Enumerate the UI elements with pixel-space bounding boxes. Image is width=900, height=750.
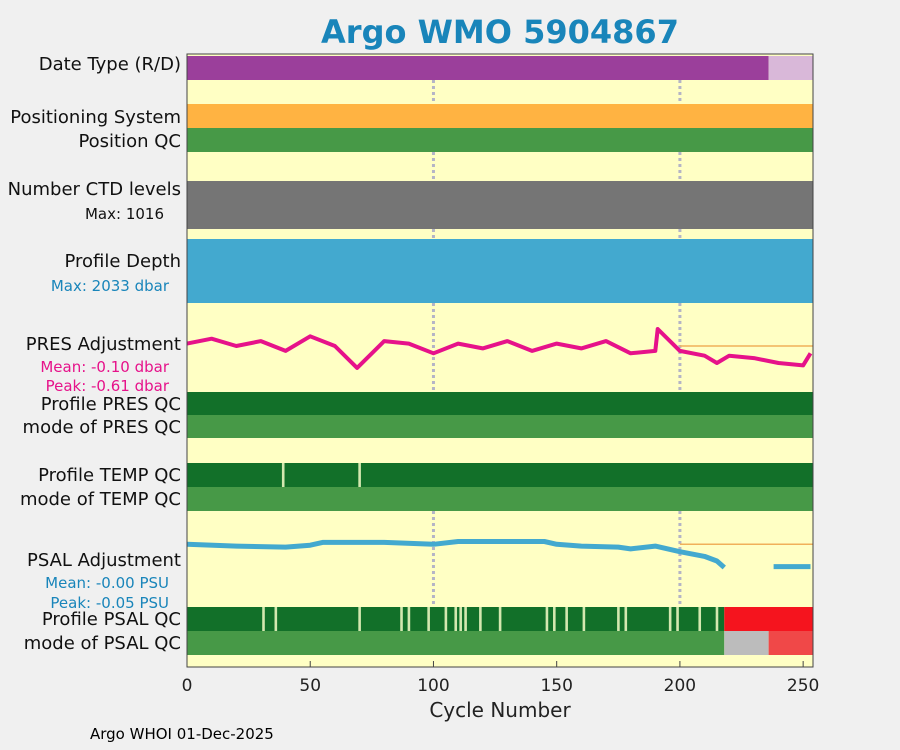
label-pres-adjustment: PRES Adjustment	[26, 334, 181, 355]
x-tick-label-5: 250	[787, 676, 819, 696]
pres-adjustment-series	[186, 327, 813, 370]
label-profile-temp-qc: Profile TEMP QC	[38, 465, 181, 486]
adjustment-lines-layer	[186, 327, 813, 570]
date_type-segment-1	[768, 56, 813, 80]
profile_psal_qc-gap-8	[459, 607, 462, 631]
label-mode-temp-qc: mode of TEMP QC	[20, 489, 181, 510]
psal-adjustment-peak: Peak: -0.05 PSU	[50, 594, 169, 612]
profile_psal_qc-segment-1	[724, 607, 813, 631]
band-layer	[187, 56, 813, 655]
profile_psal_qc-gap-3	[400, 607, 403, 631]
psal-adjustment-mean: Mean: -0.00 PSU	[45, 574, 169, 592]
pres-adjustment-mean: Mean: -0.10 dbar	[40, 358, 170, 376]
label-profile-pres-qc: Profile PRES QC	[41, 394, 181, 415]
mode_psal_qc-segment-0	[187, 631, 725, 655]
ctd-levels-band	[187, 181, 813, 229]
profile-depth-band	[187, 239, 813, 303]
profile_psal_qc-gap-10	[479, 607, 482, 631]
profile_psal_qc-gap-9	[464, 607, 467, 631]
date_type-segment-0	[187, 56, 769, 80]
profile_psal_qc-gap-7	[454, 607, 458, 631]
profile_temp_qc-segment-0	[187, 463, 813, 487]
plot-background	[187, 54, 813, 667]
profile_psal_qc-gap-18	[668, 607, 672, 631]
profile_temp_qc-gap-1	[358, 463, 361, 487]
label-psal-adjustment: PSAL Adjustment	[27, 550, 181, 571]
profile_psal_qc-gap-6	[444, 607, 448, 631]
profile_temp_qc-gap-0	[281, 463, 285, 487]
profile_psal_qc-gap-1	[274, 607, 278, 631]
row-labels: Date Type (R/D) Positioning System Posit…	[8, 54, 181, 654]
label-mode-pres-qc: mode of PRES QC	[23, 417, 181, 438]
profile_psal_qc-gap-14	[565, 607, 568, 631]
mode_pres_qc-segment-0	[187, 415, 813, 438]
mode_psal_qc-segment-2	[768, 631, 813, 655]
label-profile-depth: Profile Depth	[64, 251, 181, 272]
profile_psal_qc-gap-15	[582, 607, 586, 631]
label-date-type: Date Type (R/D)	[39, 54, 181, 75]
profile_psal_qc-gap-11	[498, 607, 502, 631]
positioning_system-segment-0	[187, 104, 813, 128]
label-mode-psal-qc: mode of PSAL QC	[24, 633, 181, 654]
profile_psal_qc-gap-20	[698, 607, 702, 631]
profile_psal_qc-gap-5	[427, 607, 430, 631]
label-profile-psal-qc: Profile PSAL QC	[42, 609, 181, 630]
label-position-qc: Position QC	[78, 131, 181, 152]
profile_psal_qc-gap-17	[624, 607, 628, 631]
chart-title: Argo WMO 5904867	[321, 13, 679, 51]
profile_psal_qc-gap-19	[676, 607, 679, 631]
label-positioning-system: Positioning System	[10, 107, 181, 128]
profile-depth-max: Max: 2033 dbar	[51, 277, 170, 295]
x-axis-label: Cycle Number	[429, 698, 571, 722]
ctd-levels-max: Max: 1016	[85, 205, 164, 223]
pres-adjustment-peak: Peak: -0.61 dbar	[46, 377, 170, 395]
grid-layer	[431, 80, 682, 607]
profile_psal_qc-gap-2	[358, 607, 361, 631]
psal-adjustment-series	[186, 539, 726, 570]
x-axis: 0 50 100 150 200 250	[182, 661, 819, 696]
profile_psal_qc-gap-13	[553, 607, 556, 631]
profile_psal_qc-gap-21	[715, 607, 719, 631]
x-tick-label-4: 200	[664, 676, 696, 696]
x-tick-label-2: 100	[417, 676, 449, 696]
profile_psal_qc-gap-0	[262, 607, 265, 631]
profile_psal_qc-gap-4	[407, 607, 411, 631]
profile_psal_qc-gap-12	[545, 607, 549, 631]
label-ctd-levels: Number CTD levels	[8, 179, 181, 200]
mode_psal_qc-segment-1	[724, 631, 769, 655]
x-tick-label-0: 0	[182, 676, 193, 696]
plot-frame	[186, 53, 814, 668]
footer-credit: Argo WHOI 01-Dec-2025	[90, 725, 274, 743]
mode_temp_qc-segment-0	[187, 487, 813, 511]
position_qc-segment-0	[187, 128, 813, 152]
x-tick-label-3: 150	[540, 676, 572, 696]
x-tick-label-1: 50	[299, 676, 321, 696]
profile_pres_qc-segment-0	[187, 392, 813, 415]
profile_psal_qc-gap-16	[617, 607, 620, 631]
